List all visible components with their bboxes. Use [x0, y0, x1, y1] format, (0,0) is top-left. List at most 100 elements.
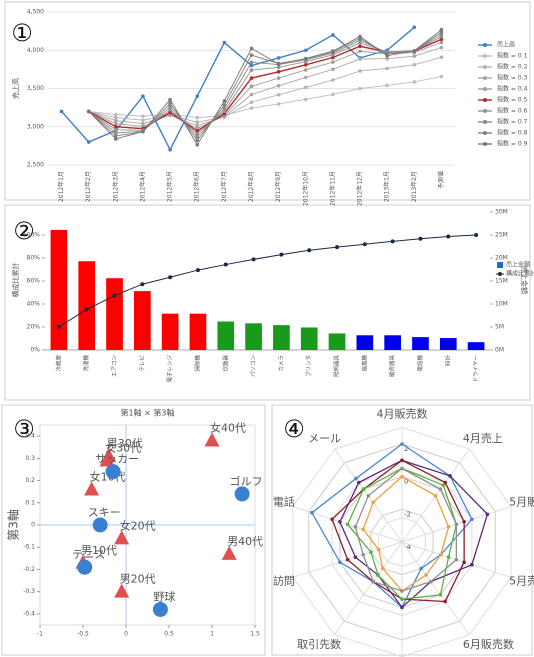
point — [362, 242, 367, 247]
point — [222, 109, 227, 113]
point — [358, 34, 362, 39]
point — [251, 257, 256, 262]
point — [335, 245, 340, 250]
point — [366, 493, 371, 498]
x-tick-label: 2012年8月 — [247, 171, 255, 202]
point — [361, 527, 365, 532]
point — [86, 109, 91, 114]
legend-marker — [483, 131, 487, 135]
point-label: 男10代 — [81, 544, 117, 557]
spoke — [401, 541, 470, 636]
point — [276, 70, 281, 74]
bar — [106, 278, 123, 350]
panel-frame — [4, 1, 531, 201]
x-tick-label: 2012年7月 — [220, 171, 228, 202]
point — [249, 60, 254, 65]
point — [168, 107, 172, 112]
point — [195, 268, 200, 273]
point — [114, 121, 118, 126]
point — [310, 510, 314, 515]
legend-marker — [483, 109, 487, 113]
y-tick-label: 2,500 — [27, 162, 44, 169]
point — [222, 103, 227, 107]
point — [485, 512, 490, 517]
point — [419, 566, 424, 571]
point — [439, 552, 443, 557]
point — [195, 126, 200, 131]
point — [400, 466, 404, 471]
point — [249, 76, 254, 80]
point — [358, 41, 362, 45]
y-tick-label: 4,000 — [27, 47, 44, 54]
x-tick-label: 2012年2月 — [84, 171, 92, 202]
x-tick-label: 扇風機 — [360, 355, 368, 372]
x-tick-label: 暖房器具 — [388, 355, 396, 378]
point — [353, 525, 358, 529]
axis-label: 訪問 — [273, 573, 295, 587]
point — [249, 84, 254, 89]
point — [438, 593, 443, 597]
point — [376, 547, 381, 552]
point — [345, 522, 350, 527]
panel-number: ③ — [13, 415, 35, 443]
legend-label: 指数 = 0.2 — [497, 63, 528, 71]
bar — [439, 338, 457, 350]
point — [418, 236, 423, 241]
point — [276, 102, 281, 106]
axis-label: 6月販売数 — [463, 638, 514, 651]
point-label: 男40代 — [227, 535, 263, 548]
y2-axis-label: 売上金額 — [520, 266, 529, 294]
point — [330, 517, 334, 522]
legend-label: 指数 = 0.1 — [497, 52, 528, 60]
axis-label: 4月売上 — [463, 432, 503, 445]
y-tick-label: -0.1 — [23, 544, 35, 551]
x-tick-label: 予測値 — [437, 171, 445, 189]
legend-label: 指数 = 0.5 — [497, 96, 528, 104]
point — [195, 134, 200, 139]
point — [195, 138, 200, 143]
point — [385, 66, 389, 71]
point — [358, 69, 362, 73]
legend-label: 指数 = 0.9 — [497, 140, 528, 148]
x-tick-label: 照明器具 — [334, 355, 341, 378]
point — [412, 54, 417, 58]
point — [439, 37, 444, 42]
legend-marker — [483, 43, 487, 47]
point — [276, 65, 281, 70]
y-tick-label: 0 — [31, 522, 35, 529]
legend-label: 指数 = 0.4 — [497, 85, 528, 93]
y-tick-label: 80% — [27, 255, 41, 262]
y2-tick-label: 15M — [495, 278, 508, 285]
x-tick-label: 2012年9月 — [274, 171, 282, 202]
x-tick-label: 電子レンジ — [167, 355, 174, 383]
point — [454, 557, 459, 562]
legend-label: 売上金額 — [506, 261, 530, 269]
point — [168, 110, 172, 115]
point — [195, 94, 200, 98]
point — [412, 25, 417, 30]
point-label: テニス — [72, 548, 105, 561]
y-tick-label: 100% — [23, 232, 40, 239]
point — [439, 55, 444, 60]
point — [249, 68, 254, 72]
point — [446, 525, 451, 529]
point — [371, 579, 375, 584]
point — [385, 83, 389, 88]
point-label: 女30代 — [105, 441, 141, 455]
point — [222, 99, 227, 103]
point — [249, 106, 254, 111]
point — [141, 118, 145, 122]
x-tick-label: -0.5 — [77, 631, 89, 638]
x-tick-label: -1 — [37, 631, 43, 638]
point — [195, 131, 200, 136]
point — [470, 517, 474, 522]
legend-marker — [483, 76, 487, 80]
y-axis-label: 売上高 — [11, 78, 20, 99]
y-tick-label: 60% — [27, 278, 41, 285]
panel-number: ② — [13, 217, 35, 245]
axis-label: 5月売上 — [509, 574, 534, 587]
point — [371, 500, 375, 505]
x-tick-label: 2012年4月 — [138, 171, 146, 202]
r-tick-label: 2 — [404, 445, 408, 453]
